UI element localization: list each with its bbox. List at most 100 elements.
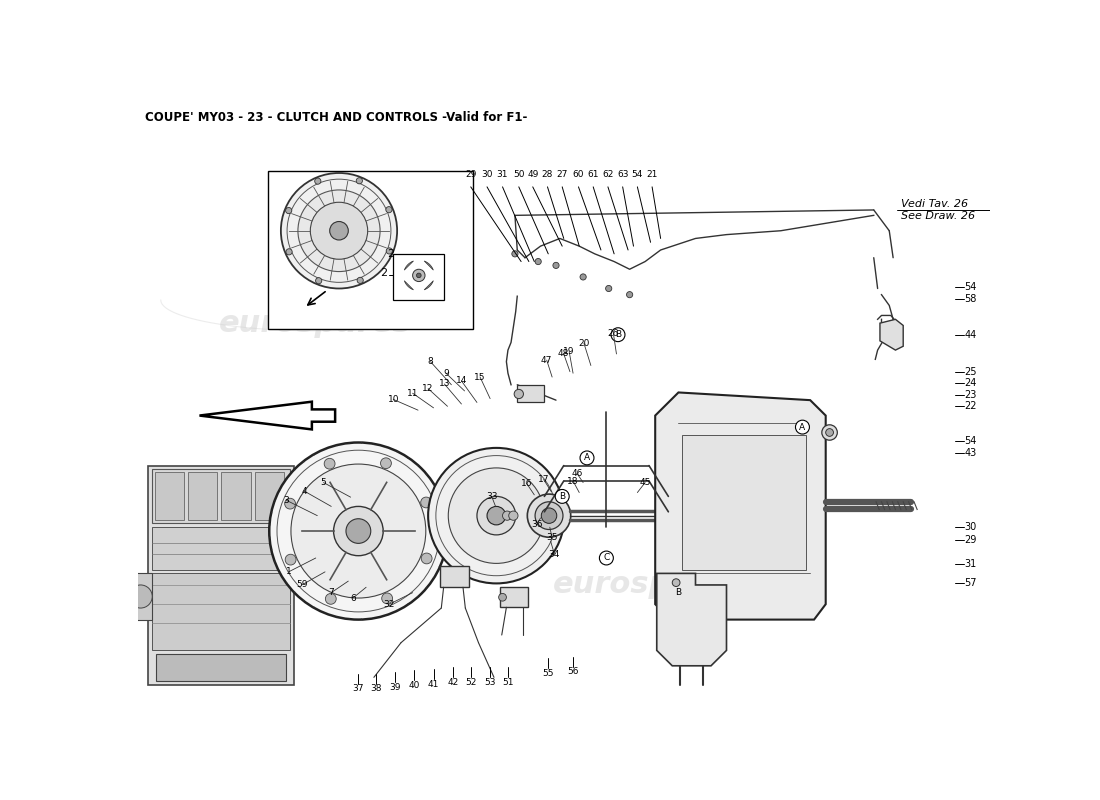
Text: 16: 16 [520,479,532,488]
Text: 59: 59 [296,581,308,590]
Circle shape [671,586,685,599]
Text: 4: 4 [301,486,307,495]
Text: 31: 31 [497,170,508,179]
Text: 58: 58 [965,294,977,303]
Circle shape [386,248,393,254]
Bar [152,470,290,523]
Text: 22: 22 [965,402,977,411]
Circle shape [508,511,518,520]
Polygon shape [199,402,336,430]
Text: A: A [584,454,590,462]
Circle shape [330,222,349,240]
Circle shape [285,498,296,509]
Circle shape [356,178,362,184]
Text: 12: 12 [422,384,433,393]
Bar [221,472,251,519]
Text: 46: 46 [571,469,583,478]
Text: 26: 26 [607,329,619,338]
Text: 31: 31 [965,559,977,569]
Text: 40: 40 [408,682,420,690]
Text: 13: 13 [439,379,450,389]
Text: 50: 50 [513,170,525,179]
Text: 27: 27 [557,170,568,179]
Bar [188,472,218,519]
Text: 21: 21 [647,170,658,179]
Text: B: B [615,330,622,339]
Text: 8: 8 [428,357,433,366]
Circle shape [417,273,421,278]
Bar [267,171,473,330]
Bar [394,254,443,300]
Text: 28: 28 [542,170,553,179]
Circle shape [358,278,363,283]
Text: 47: 47 [541,356,552,365]
Ellipse shape [518,524,531,540]
Circle shape [129,585,152,608]
Text: 37: 37 [353,684,364,694]
Text: 55: 55 [542,669,554,678]
Polygon shape [405,261,414,270]
Text: 61: 61 [587,170,600,179]
Polygon shape [425,261,433,270]
Polygon shape [880,319,903,350]
Text: 10: 10 [387,395,399,404]
Text: 54: 54 [965,436,977,446]
Circle shape [535,258,541,265]
Circle shape [316,278,322,284]
Text: 49: 49 [527,170,538,179]
Circle shape [382,593,393,604]
Circle shape [826,429,834,436]
Text: 3: 3 [284,496,289,505]
Text: 32: 32 [384,600,395,609]
Text: 57: 57 [965,578,977,588]
Circle shape [527,494,571,538]
Bar [148,466,294,685]
Circle shape [606,286,612,291]
Text: 48: 48 [558,350,570,358]
Text: 52: 52 [465,678,476,687]
Ellipse shape [518,492,531,507]
Circle shape [610,328,625,342]
Circle shape [286,249,293,255]
Text: 51: 51 [503,678,514,687]
Text: COUPE' MY03 - 23 - CLUTCH AND CONTROLS -Valid for F1-: COUPE' MY03 - 23 - CLUTCH AND CONTROLS -… [145,111,528,124]
Circle shape [270,442,448,619]
Bar [152,527,290,570]
Circle shape [386,206,392,213]
Text: 7: 7 [329,588,334,597]
Circle shape [412,270,425,282]
Text: 34: 34 [549,550,560,558]
Circle shape [580,451,594,465]
Polygon shape [656,393,826,619]
Text: 29: 29 [465,170,476,179]
Text: 15: 15 [474,373,486,382]
Text: 62: 62 [602,170,614,179]
Ellipse shape [487,478,505,489]
Circle shape [541,508,557,523]
Bar [682,435,806,570]
Text: 17: 17 [538,475,549,484]
Text: eurospares: eurospares [552,570,746,599]
Text: 1: 1 [286,567,292,576]
Text: 41: 41 [428,680,439,689]
Text: 23: 23 [965,390,977,400]
Circle shape [315,178,321,184]
Circle shape [514,390,524,398]
Ellipse shape [462,524,474,540]
Circle shape [580,274,586,280]
Text: Vedi Tav. 26: Vedi Tav. 26 [901,198,968,209]
Text: eurospares: eurospares [219,309,412,338]
Text: 11: 11 [407,389,418,398]
Bar [154,472,184,519]
Bar [517,385,544,402]
Text: 24: 24 [965,378,977,388]
Circle shape [428,448,564,583]
Text: 39: 39 [389,683,400,692]
Ellipse shape [487,542,505,554]
Text: 9: 9 [443,369,449,378]
Circle shape [421,553,432,564]
Circle shape [477,496,516,535]
Bar [156,654,286,682]
Polygon shape [657,574,726,666]
Text: 54: 54 [965,282,977,292]
